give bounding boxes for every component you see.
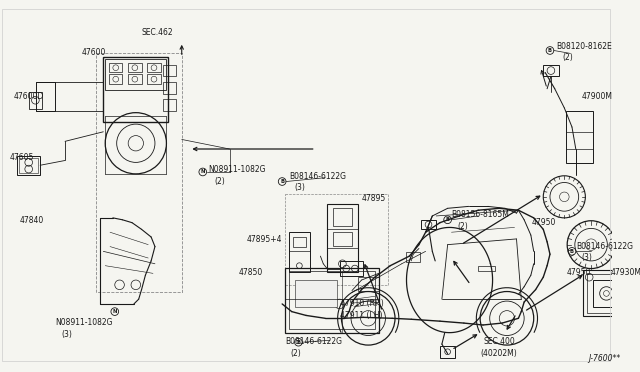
Bar <box>566 111 593 163</box>
Text: J-7600**: J-7600** <box>588 354 620 363</box>
Text: 47840: 47840 <box>19 216 44 225</box>
Text: 47600D: 47600D <box>13 92 44 100</box>
Text: B: B <box>445 217 450 222</box>
Bar <box>292 237 306 247</box>
Bar <box>95 53 182 292</box>
Text: SEC.462: SEC.462 <box>141 29 173 38</box>
Bar <box>294 280 337 307</box>
Bar <box>340 261 362 276</box>
Text: (2): (2) <box>291 349 301 358</box>
Bar <box>163 99 176 111</box>
Text: (2): (2) <box>563 53 573 62</box>
Text: B: B <box>296 340 300 345</box>
Text: 47910 (RH): 47910 (RH) <box>340 299 383 308</box>
Bar <box>285 267 379 333</box>
Bar <box>588 274 629 312</box>
Bar <box>584 270 633 317</box>
Bar <box>406 252 420 262</box>
Text: 47900M: 47900M <box>582 92 612 100</box>
Text: B: B <box>280 179 284 184</box>
Text: (2): (2) <box>457 222 468 231</box>
Bar <box>593 280 620 307</box>
Text: 47600: 47600 <box>81 48 106 57</box>
Text: B08146-6122G: B08146-6122G <box>289 172 346 181</box>
Text: N08911-1082G: N08911-1082G <box>56 318 113 327</box>
Text: 47950: 47950 <box>532 218 556 227</box>
Text: 47950: 47950 <box>566 267 591 277</box>
Text: 47895+4: 47895+4 <box>247 235 282 244</box>
Text: SEC.400: SEC.400 <box>483 337 515 346</box>
Bar <box>327 203 358 272</box>
Text: B: B <box>570 249 574 254</box>
Bar <box>421 220 436 230</box>
Text: B08146-6122G: B08146-6122G <box>285 337 342 346</box>
Text: B: B <box>548 48 552 53</box>
Bar <box>105 59 166 90</box>
Text: (2): (2) <box>214 177 225 186</box>
Text: (3): (3) <box>294 183 305 192</box>
Bar <box>358 277 379 291</box>
Text: N08911-1082G: N08911-1082G <box>209 165 266 174</box>
Bar <box>128 74 141 84</box>
Text: (40202M): (40202M) <box>480 349 517 358</box>
Bar <box>19 158 38 173</box>
Bar <box>103 57 168 122</box>
Text: 47895: 47895 <box>362 194 386 203</box>
Text: B08146-6122G: B08146-6122G <box>576 242 633 251</box>
Text: 47850: 47850 <box>239 267 264 277</box>
Bar <box>163 82 176 93</box>
Bar <box>543 65 559 76</box>
Bar <box>333 208 352 225</box>
Bar <box>289 272 375 329</box>
Bar <box>109 63 122 73</box>
Text: (3): (3) <box>582 253 593 262</box>
Bar <box>163 65 176 76</box>
Text: 47911 (LH): 47911 (LH) <box>340 311 382 320</box>
Text: N: N <box>200 170 205 174</box>
Bar <box>285 194 388 285</box>
Text: 47605: 47605 <box>10 153 34 162</box>
Bar <box>147 74 161 84</box>
Text: N: N <box>113 309 117 314</box>
Bar <box>333 232 352 246</box>
Text: (3): (3) <box>61 330 72 339</box>
Bar <box>17 156 40 175</box>
Text: B08120-8162E: B08120-8162E <box>557 42 612 51</box>
Bar <box>109 74 122 84</box>
Bar <box>128 63 141 73</box>
Bar <box>478 266 495 272</box>
Text: B08156-8165M: B08156-8165M <box>451 210 509 219</box>
Bar <box>29 92 42 109</box>
Bar <box>289 232 310 272</box>
Bar <box>147 63 161 73</box>
Bar <box>36 82 56 111</box>
Text: 47930M: 47930M <box>610 267 640 277</box>
Bar <box>440 346 455 357</box>
